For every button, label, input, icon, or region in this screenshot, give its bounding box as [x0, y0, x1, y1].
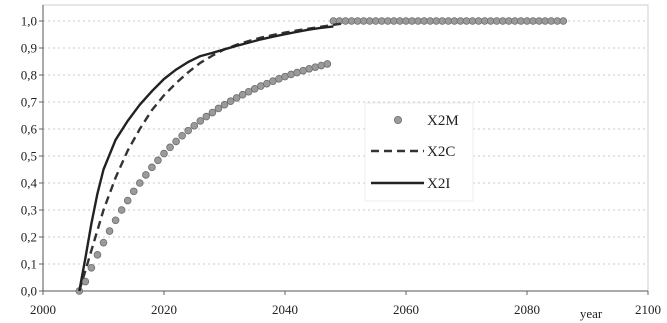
point-x2m: [178, 131, 186, 140]
y-tick-label: 0,2: [21, 230, 37, 245]
y-tick-label: 0,6: [21, 122, 38, 137]
y-tick-label: 0,0: [21, 284, 37, 299]
y-tick-label: 0,3: [21, 203, 37, 218]
series-line-x2c: [78, 22, 346, 292]
point-x2m: [202, 112, 211, 121]
point-x2m: [105, 227, 114, 235]
point-x2m: [208, 108, 217, 117]
series-layer: [75, 17, 568, 295]
point-x2m: [160, 149, 168, 158]
y-tick-label: 0,4: [21, 176, 38, 191]
legend-box: [364, 102, 474, 202]
y-tick-label: 0,1: [21, 257, 37, 272]
point-x2m: [111, 216, 120, 225]
legend: X2M X2C X2I: [364, 102, 474, 202]
point-x2m: [244, 87, 253, 96]
point-x2m: [559, 17, 568, 25]
point-x2m: [81, 277, 90, 286]
y-tick-label: 1,0: [21, 14, 37, 29]
point-x2m: [93, 251, 102, 259]
x-tick-labels: 2000 2020 2040 2060 2080 2100: [30, 302, 661, 317]
x-tick-label: 2040: [272, 302, 298, 317]
y-tick-label: 0,9: [21, 41, 37, 56]
y-tick-label: 0,7: [21, 95, 38, 110]
x-tick-label: 2000: [30, 302, 56, 317]
point-x2m: [214, 104, 223, 113]
x-tick-label: 2060: [393, 302, 419, 317]
point-x2m: [142, 171, 150, 179]
legend-label-x2m: X2M: [427, 113, 459, 129]
point-x2m: [232, 94, 241, 102]
y-tick-labels: 0,0 0,1 0,2 0,3 0,4 0,5 0,6 0,7 0,8 0,9 1,0: [21, 14, 38, 299]
x-tick-label: 2100: [635, 302, 661, 317]
point-x2m: [123, 196, 132, 205]
legend-label-x2c: X2C: [427, 144, 455, 160]
point-x2m: [166, 143, 174, 152]
point-x2m: [238, 90, 247, 99]
point-x2m: [129, 187, 138, 196]
point-x2m: [117, 206, 126, 214]
legend-label-x2i: X2I: [427, 176, 450, 192]
gridlines: [43, 20, 648, 265]
point-x2m: [220, 100, 229, 109]
point-x2m: [87, 263, 96, 272]
point-x2m: [196, 117, 205, 125]
y-tick-label: 0,8: [21, 68, 37, 83]
point-x2m: [154, 156, 162, 165]
plot-area-border: [42, 4, 649, 292]
x-axis-label: year: [580, 306, 603, 321]
point-x2m: [323, 60, 332, 68]
axes: [39, 5, 649, 295]
point-x2m: [148, 163, 156, 172]
point-x2m: [184, 126, 193, 135]
legend-marker-x2m: [393, 116, 402, 125]
point-x2m: [226, 97, 235, 105]
x-tick-label: 2080: [514, 302, 540, 317]
point-x2m: [136, 179, 144, 187]
point-x2m: [99, 238, 108, 247]
point-x2m: [190, 121, 199, 130]
series-line-x2i: [78, 25, 334, 292]
y-tick-label: 0,5: [21, 149, 37, 164]
point-x2m: [172, 137, 180, 146]
x-tick-label: 2020: [151, 302, 177, 317]
